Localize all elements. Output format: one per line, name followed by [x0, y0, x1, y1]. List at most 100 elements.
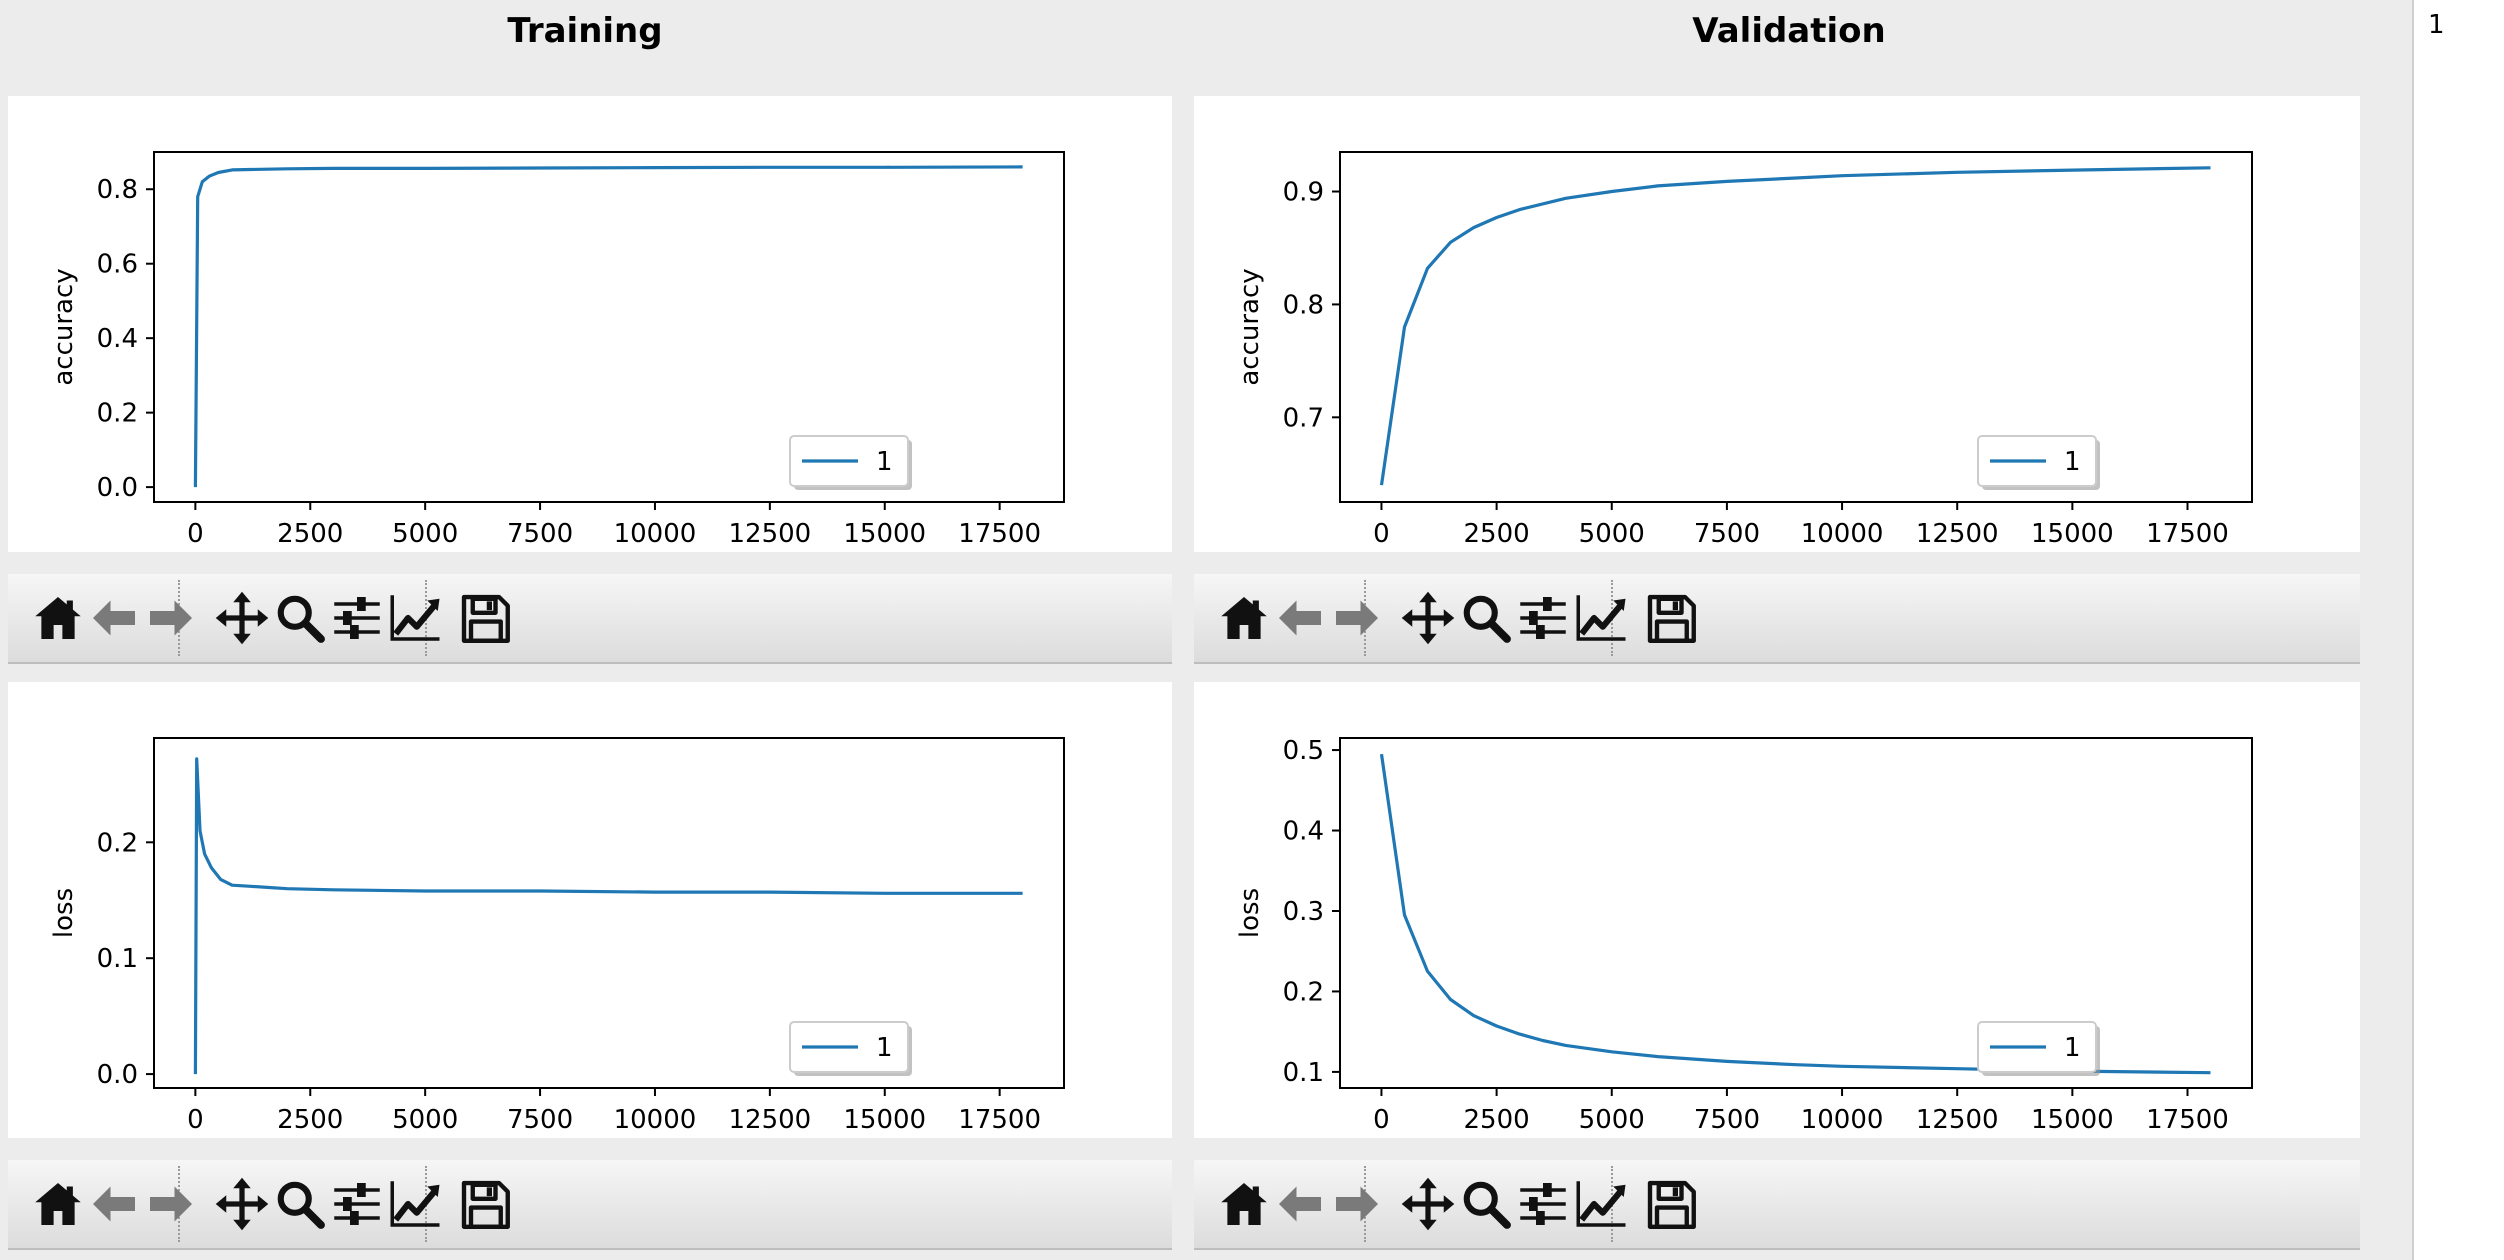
home-button[interactable]	[1212, 1172, 1276, 1236]
chart-panel-val-loss: 0 2500 5000 7500 10000 12500 15000 17500 0.1 0.2 0…	[1194, 682, 2360, 1138]
x-tick-label: 10000	[1801, 1105, 1884, 1135]
sliders-icon	[1520, 597, 1566, 639]
chart-train-loss[interactable]: 0 2500 5000 7500 10000 12500 15000 17500 0.0 0.1 0…	[8, 682, 1172, 1138]
y-tick-label: 0.1	[1283, 1058, 1324, 1088]
x-tick-label: 7500	[507, 1105, 573, 1135]
x-tick-label: 12500	[728, 519, 811, 549]
move-icon	[1401, 591, 1455, 645]
pan-button[interactable]	[1396, 586, 1460, 650]
y-tick-label: 0.1	[97, 944, 138, 974]
plot-frame	[153, 737, 1065, 1089]
zoom-button[interactable]	[268, 1172, 332, 1236]
toolbar-val-accuracy	[1194, 574, 2360, 664]
home-button[interactable]	[26, 586, 90, 650]
save-button[interactable]	[453, 586, 517, 650]
customize-button[interactable]	[383, 586, 447, 650]
forward-button[interactable]	[139, 1172, 203, 1236]
forward-button[interactable]	[1325, 1172, 1389, 1236]
series-line	[1379, 166, 2211, 486]
customize-button[interactable]	[1569, 1172, 1633, 1236]
x-tick-label: 7500	[507, 519, 573, 549]
pan-button[interactable]	[210, 586, 274, 650]
side-list-panel[interactable]: 1	[2412, 0, 2504, 1260]
plot-frame	[1339, 151, 2253, 503]
magnifier-icon	[1463, 595, 1511, 643]
toolbar-train-accuracy	[8, 574, 1172, 664]
home-button[interactable]	[26, 1172, 90, 1236]
x-tick-label: 7500	[1694, 519, 1760, 549]
save-button[interactable]	[1639, 1172, 1703, 1236]
arrow-right-icon	[150, 600, 192, 636]
forward-button[interactable]	[139, 586, 203, 650]
move-icon	[215, 1177, 269, 1231]
customize-button[interactable]	[383, 1172, 447, 1236]
chart-train-accuracy[interactable]: 0 2500 5000 7500 10000 12500 15000 17500 0.0 0.2 0…	[8, 96, 1172, 552]
plot-frame	[1339, 737, 2253, 1089]
move-icon	[215, 591, 269, 645]
y-tick-label: 0.4	[97, 324, 138, 354]
save-button[interactable]	[1639, 586, 1703, 650]
y-axis-label: accuracy	[1235, 268, 1265, 385]
subplots-button[interactable]	[325, 586, 389, 650]
x-tick-label: 7500	[1694, 1105, 1760, 1135]
home-icon	[1221, 597, 1267, 639]
home-button[interactable]	[1212, 586, 1276, 650]
subplots-button[interactable]	[1511, 1172, 1575, 1236]
customize-button[interactable]	[1569, 586, 1633, 650]
pan-button[interactable]	[1396, 1172, 1460, 1236]
floppy-disk-icon	[461, 594, 510, 643]
x-tick-label: 15000	[843, 1105, 926, 1135]
x-tick-label: 12500	[1916, 519, 1999, 549]
x-tick-label: 2500	[277, 1105, 343, 1135]
arrow-left-icon	[1279, 1186, 1321, 1222]
x-tick-label: 10000	[614, 519, 697, 549]
y-tick-label: 0.7	[1283, 403, 1324, 433]
x-tick-label: 10000	[1801, 519, 1884, 549]
series-line	[193, 757, 1023, 1075]
arrow-right-icon	[1336, 1186, 1378, 1222]
chart-val-loss[interactable]: 0 2500 5000 7500 10000 12500 15000 17500 0.1 0.2 0…	[1194, 682, 2360, 1138]
y-tick-label: 0.5	[1283, 736, 1324, 766]
forward-button[interactable]	[1325, 586, 1389, 650]
y-axis-label: accuracy	[49, 268, 79, 385]
arrow-left-icon	[93, 1186, 135, 1222]
validation-title: Validation	[1692, 11, 1886, 51]
zoom-button[interactable]	[1454, 586, 1518, 650]
training-title: Training	[507, 11, 663, 51]
back-button[interactable]	[1268, 586, 1332, 650]
zoom-button[interactable]	[268, 586, 332, 650]
y-tick-label: 0.2	[97, 399, 138, 429]
sliders-icon	[334, 1183, 380, 1225]
chart-val-accuracy[interactable]: 0 2500 5000 7500 10000 12500 15000 17500 0.7 0.8 0…	[1194, 96, 2360, 552]
x-tick-label: 17500	[958, 1105, 1041, 1135]
y-tick-label: 0.2	[97, 828, 138, 858]
back-button[interactable]	[1268, 1172, 1332, 1236]
zoom-button[interactable]	[1454, 1172, 1518, 1236]
x-tick-label: 5000	[392, 519, 458, 549]
legend-label: 1	[2064, 447, 2081, 477]
line-chart-icon	[390, 595, 440, 641]
magnifier-icon	[277, 1181, 325, 1229]
arrow-left-icon	[93, 600, 135, 636]
x-tick-label: 2500	[1464, 1105, 1530, 1135]
x-tick-label: 0	[187, 519, 204, 549]
side-list-item[interactable]: 1	[2428, 10, 2445, 40]
back-button[interactable]	[82, 1172, 146, 1236]
y-tick-label: 0.0	[97, 1060, 138, 1090]
subplots-button[interactable]	[1511, 586, 1575, 650]
arrow-right-icon	[1336, 600, 1378, 636]
subplots-button[interactable]	[325, 1172, 389, 1236]
save-button[interactable]	[453, 1172, 517, 1236]
line-chart-icon	[1576, 595, 1626, 641]
back-button[interactable]	[82, 586, 146, 650]
legend-label: 1	[2064, 1033, 2081, 1063]
legend-label: 1	[876, 1033, 893, 1063]
x-tick-label: 5000	[1579, 1105, 1645, 1135]
floppy-disk-icon	[1647, 1180, 1696, 1229]
pan-button[interactable]	[210, 1172, 274, 1236]
home-icon	[35, 597, 81, 639]
plot-frame	[153, 151, 1065, 503]
x-tick-label: 10000	[614, 1105, 697, 1135]
y-tick-label: 0.6	[97, 250, 138, 280]
x-tick-label: 2500	[277, 519, 343, 549]
